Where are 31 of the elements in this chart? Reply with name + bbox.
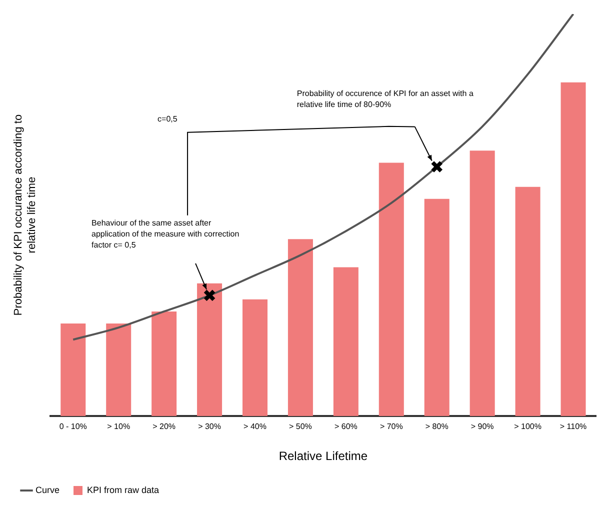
bar xyxy=(515,186,540,416)
bar xyxy=(60,324,86,416)
x-tick-label: 0 - 10% xyxy=(59,422,87,432)
x-axis-title: Relative Lifetime xyxy=(278,449,368,464)
x-tick-label: > 30% xyxy=(198,422,221,432)
x-tick-label: > 50% xyxy=(289,422,312,432)
y-axis-title: Probability of KPI occurance according to relative life time xyxy=(12,114,38,316)
legend-label: Curve xyxy=(36,484,60,495)
bar xyxy=(378,162,404,416)
bar xyxy=(288,239,313,416)
legend-label: KPI from raw data xyxy=(87,484,160,495)
x-tick-label: > 100% xyxy=(514,422,542,432)
bar xyxy=(470,150,495,416)
bar xyxy=(424,198,450,416)
bar xyxy=(560,82,586,416)
x-tick-label: > 20% xyxy=(152,422,176,432)
x-tick-label: > 110% xyxy=(560,422,587,432)
x-tick-label: > 70% xyxy=(380,422,403,432)
x-tick-label: > 80% xyxy=(425,422,448,432)
annotation: Behaviour of the same asset after application of the measure with correction factor c= 0,5 xyxy=(92,218,240,250)
bar xyxy=(242,299,268,416)
x-tick-label: > 10% xyxy=(107,422,130,432)
annotation: Probability of occurence of KPI for an asset with a relative life time of 80-90% xyxy=(296,88,474,109)
x-tick-label: > 60% xyxy=(334,422,358,432)
x-tick-label: > 40% xyxy=(244,422,266,432)
bar xyxy=(197,283,222,416)
bar xyxy=(106,324,132,416)
bar xyxy=(152,311,177,416)
bar xyxy=(333,267,358,416)
annotation: c=0,5 xyxy=(158,114,178,124)
x-tick-label: > 90% xyxy=(470,422,494,432)
